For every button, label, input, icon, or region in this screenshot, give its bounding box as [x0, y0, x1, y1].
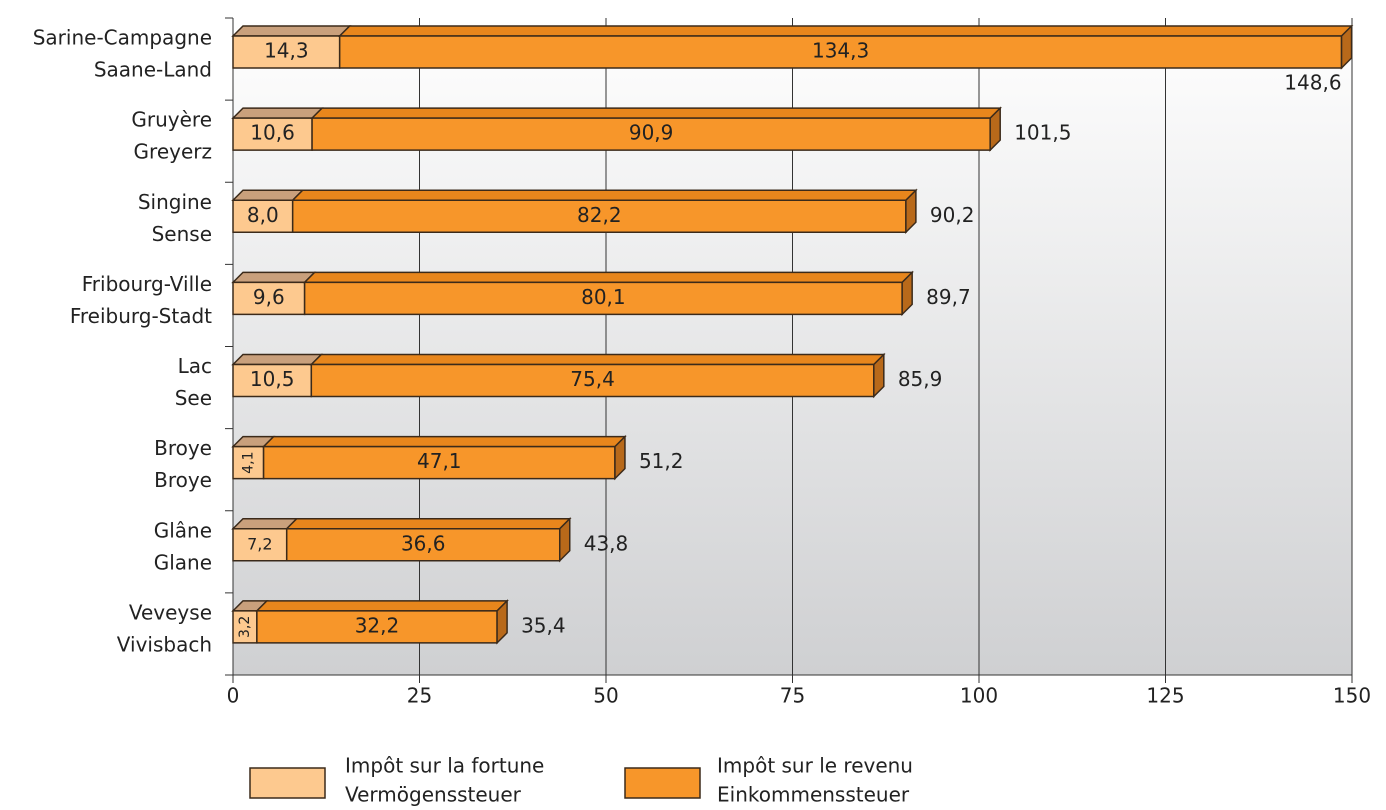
bar-side — [905, 188, 917, 235]
value-label: 8,0 — [247, 203, 279, 227]
y-tick-label: Broye — [154, 468, 212, 492]
bar — [232, 199, 294, 233]
bar — [311, 117, 991, 151]
bar-top — [231, 25, 352, 37]
value-label: 14,3 — [264, 39, 309, 63]
bar-side — [614, 434, 626, 481]
bar-top — [231, 107, 324, 119]
x-tick-label: 25 — [407, 684, 432, 708]
total-label: 148,6 — [1284, 71, 1341, 95]
bar — [256, 610, 498, 644]
y-tick-label: See — [175, 386, 212, 410]
bar — [262, 445, 616, 480]
bar — [338, 35, 1343, 69]
total-label: 35,4 — [521, 613, 566, 637]
value-label: 9,6 — [253, 285, 285, 309]
y-tick-label: Veveyse — [129, 600, 212, 624]
legend-label: Vermögenssteuer — [345, 783, 522, 807]
total-label: 51,2 — [639, 449, 684, 473]
bar-top — [231, 353, 324, 366]
bar-top — [302, 271, 914, 284]
bar-side — [989, 106, 1001, 152]
bar-top — [261, 435, 627, 448]
total-label: 89,7 — [926, 285, 971, 309]
value-label: 10,5 — [250, 367, 295, 391]
bar — [232, 528, 288, 562]
bar-top — [337, 25, 1354, 37]
bar — [303, 281, 903, 316]
bar — [232, 35, 341, 69]
bar-top — [310, 107, 1003, 119]
y-tick-label: Greyerz — [134, 140, 212, 164]
bar — [291, 199, 907, 233]
y-tick-label: Vivisbach — [117, 632, 212, 656]
legend-swatch — [249, 767, 326, 799]
total-label: 43,8 — [584, 531, 629, 555]
y-tick-label: Broye — [154, 436, 212, 460]
y-tick-label: Freiburg-Stadt — [70, 304, 212, 328]
x-tick-label: 50 — [593, 684, 618, 708]
bar — [310, 363, 875, 398]
value-label: 47,1 — [417, 449, 462, 473]
legend-swatch — [624, 767, 701, 799]
bar-top — [231, 271, 317, 284]
y-tick-label: Glane — [154, 550, 212, 574]
value-label: 10,6 — [250, 121, 295, 145]
legend-label: Impôt sur le revenu — [717, 754, 913, 778]
bar-side — [496, 599, 508, 645]
y-tick-label: Lac — [178, 354, 212, 378]
y-tick-label: Glâne — [154, 518, 212, 542]
x-tick-label: 150 — [1333, 684, 1371, 708]
total-label: 90,2 — [930, 203, 975, 227]
x-tick-label: 0 — [227, 684, 240, 708]
value-label: 7,2 — [247, 534, 272, 553]
bar-top — [231, 189, 305, 201]
y-tick-label: Singine — [138, 190, 212, 214]
bar-top — [255, 600, 509, 612]
bar-side — [873, 352, 885, 399]
bar-side — [558, 516, 571, 563]
y-tick-label: Sarine-Campagne — [33, 26, 212, 50]
value-label: 75,4 — [570, 367, 615, 391]
bar-top — [290, 189, 918, 201]
y-tick-label: Gruyère — [131, 108, 212, 132]
legend-label: Impôt sur la fortune — [345, 754, 544, 778]
value-label: 82,2 — [577, 203, 622, 227]
x-tick-label: 75 — [780, 684, 805, 708]
bar-top — [284, 518, 572, 530]
value-label: 134,3 — [812, 39, 869, 63]
y-tick-label: Saane-Land — [94, 58, 212, 82]
total-label: 101,5 — [1014, 121, 1071, 145]
total-label: 85,9 — [898, 367, 943, 391]
legend-label: Einkommenssteuer — [717, 783, 910, 807]
value-label: 4,1 — [240, 451, 256, 473]
x-tick-label: 125 — [1146, 684, 1184, 708]
value-label: 90,9 — [629, 121, 674, 145]
value-label: 3,2 — [237, 616, 253, 638]
value-label: 80,1 — [581, 285, 626, 309]
x-tick-label: 100 — [960, 684, 998, 708]
bar-side — [901, 270, 913, 317]
bar-side — [1340, 24, 1353, 70]
value-label: 32,2 — [355, 613, 400, 637]
y-tick-label: Fribourg-Ville — [82, 272, 212, 296]
bar — [285, 528, 561, 562]
y-tick-label: Sense — [152, 222, 212, 246]
value-label: 36,6 — [401, 531, 446, 555]
bar-top — [309, 353, 886, 366]
